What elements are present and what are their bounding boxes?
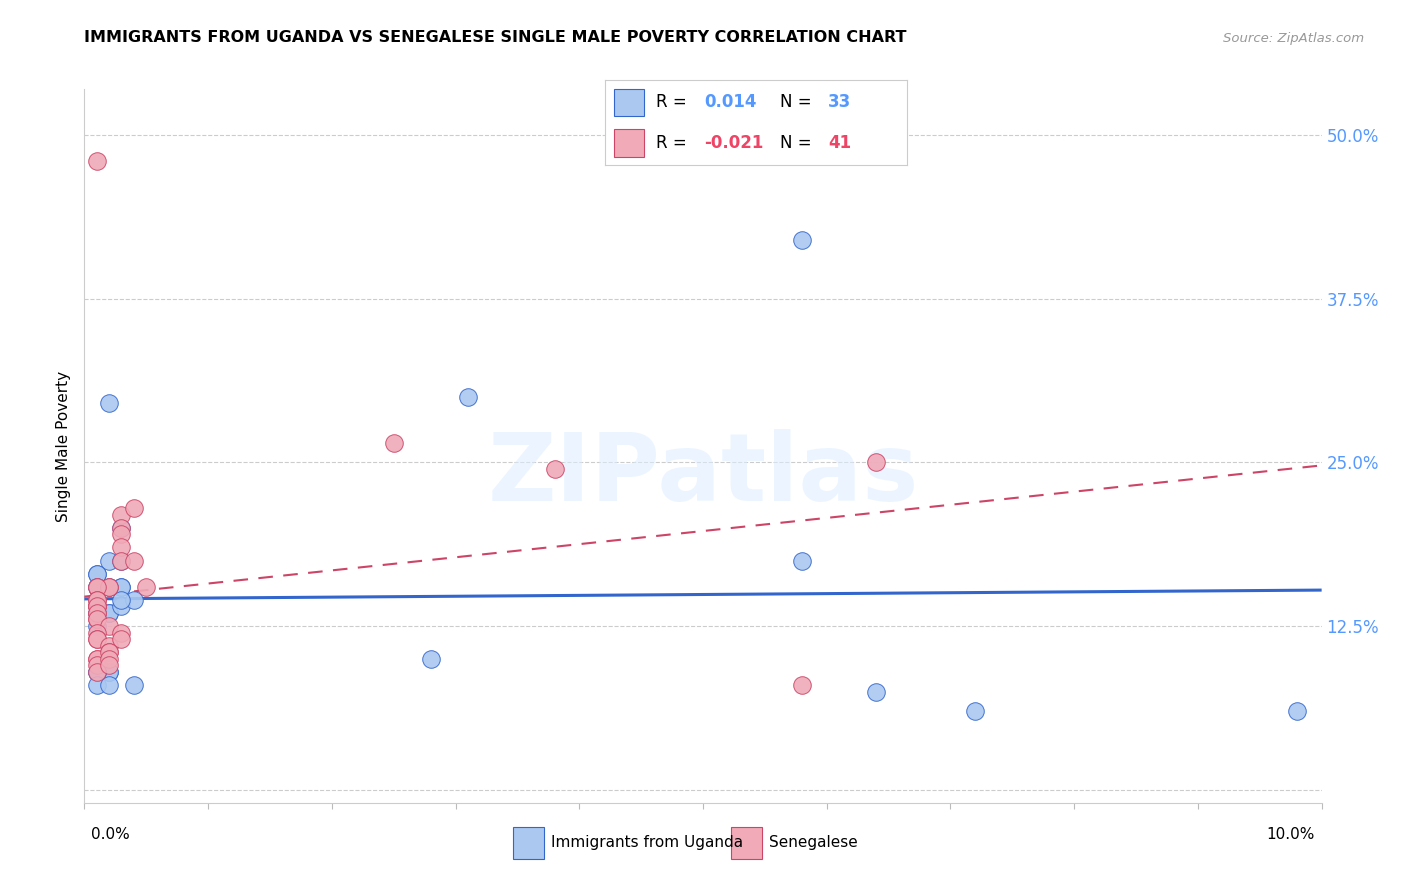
Text: 33: 33 <box>828 94 852 112</box>
Point <box>86 606 108 620</box>
Point <box>98 645 121 659</box>
Point <box>419 652 441 666</box>
FancyBboxPatch shape <box>613 89 644 116</box>
Point <box>110 592 132 607</box>
Point <box>110 625 132 640</box>
Point <box>86 599 108 614</box>
Point <box>122 678 145 692</box>
Point <box>122 553 145 567</box>
Text: Source: ZipAtlas.com: Source: ZipAtlas.com <box>1223 31 1364 45</box>
Point <box>98 606 121 620</box>
Point <box>86 665 108 679</box>
Point <box>110 599 132 614</box>
Point <box>86 580 108 594</box>
Point <box>86 592 108 607</box>
Point <box>122 592 145 607</box>
Point <box>98 665 121 679</box>
Text: 0.0%: 0.0% <box>91 827 131 841</box>
Text: 0.014: 0.014 <box>704 94 756 112</box>
Point <box>86 665 108 679</box>
Point <box>865 455 887 469</box>
Text: -0.021: -0.021 <box>704 134 763 152</box>
Point <box>790 233 813 247</box>
Point <box>110 521 132 535</box>
Point <box>86 592 108 607</box>
Point <box>98 606 121 620</box>
Point <box>965 704 987 718</box>
Point <box>790 678 813 692</box>
Point <box>98 665 121 679</box>
Point <box>110 632 132 647</box>
Point <box>86 612 108 626</box>
Point <box>86 652 108 666</box>
Point <box>865 684 887 698</box>
Point <box>1285 704 1308 718</box>
Text: N =: N = <box>780 94 811 112</box>
Text: 10.0%: 10.0% <box>1267 827 1315 841</box>
Point <box>110 580 132 594</box>
Point <box>86 625 108 640</box>
Point <box>86 658 108 673</box>
Point <box>86 599 108 614</box>
Text: R =: R = <box>657 134 686 152</box>
Point <box>110 508 132 522</box>
Point <box>457 390 479 404</box>
Point <box>382 435 405 450</box>
Point <box>98 619 121 633</box>
Point <box>98 580 121 594</box>
Point <box>86 632 108 647</box>
Point <box>86 678 108 692</box>
Point <box>98 580 121 594</box>
Point <box>86 606 108 620</box>
Point <box>98 396 121 410</box>
Point <box>86 580 108 594</box>
Point <box>86 566 108 581</box>
Y-axis label: Single Male Poverty: Single Male Poverty <box>56 370 72 522</box>
Point <box>86 580 108 594</box>
Point <box>110 527 132 541</box>
Point <box>86 632 108 647</box>
Text: Immigrants from Uganda: Immigrants from Uganda <box>551 836 744 850</box>
Point <box>122 501 145 516</box>
Point <box>110 553 132 567</box>
Point <box>86 599 108 614</box>
Text: R =: R = <box>657 94 686 112</box>
Text: 41: 41 <box>828 134 852 152</box>
Point <box>86 619 108 633</box>
Point <box>86 606 108 620</box>
Point <box>86 665 108 679</box>
Point <box>110 580 132 594</box>
Text: N =: N = <box>780 134 811 152</box>
Point <box>86 580 108 594</box>
Point <box>98 553 121 567</box>
Point <box>98 652 121 666</box>
Point <box>86 566 108 581</box>
Point <box>110 521 132 535</box>
Text: Senegalese: Senegalese <box>769 836 858 850</box>
Point <box>790 553 813 567</box>
Text: ZIPatlas: ZIPatlas <box>488 428 918 521</box>
Point <box>543 462 565 476</box>
Point <box>98 678 121 692</box>
Point <box>86 154 108 169</box>
FancyBboxPatch shape <box>613 129 644 157</box>
Point <box>98 639 121 653</box>
Text: IMMIGRANTS FROM UGANDA VS SENEGALESE SINGLE MALE POVERTY CORRELATION CHART: IMMIGRANTS FROM UGANDA VS SENEGALESE SIN… <box>84 29 907 45</box>
Point <box>98 580 121 594</box>
Point <box>135 580 157 594</box>
Point <box>86 612 108 626</box>
Point <box>98 658 121 673</box>
Point <box>110 553 132 567</box>
Point <box>98 645 121 659</box>
Point <box>86 599 108 614</box>
Point <box>110 541 132 555</box>
Point <box>86 652 108 666</box>
